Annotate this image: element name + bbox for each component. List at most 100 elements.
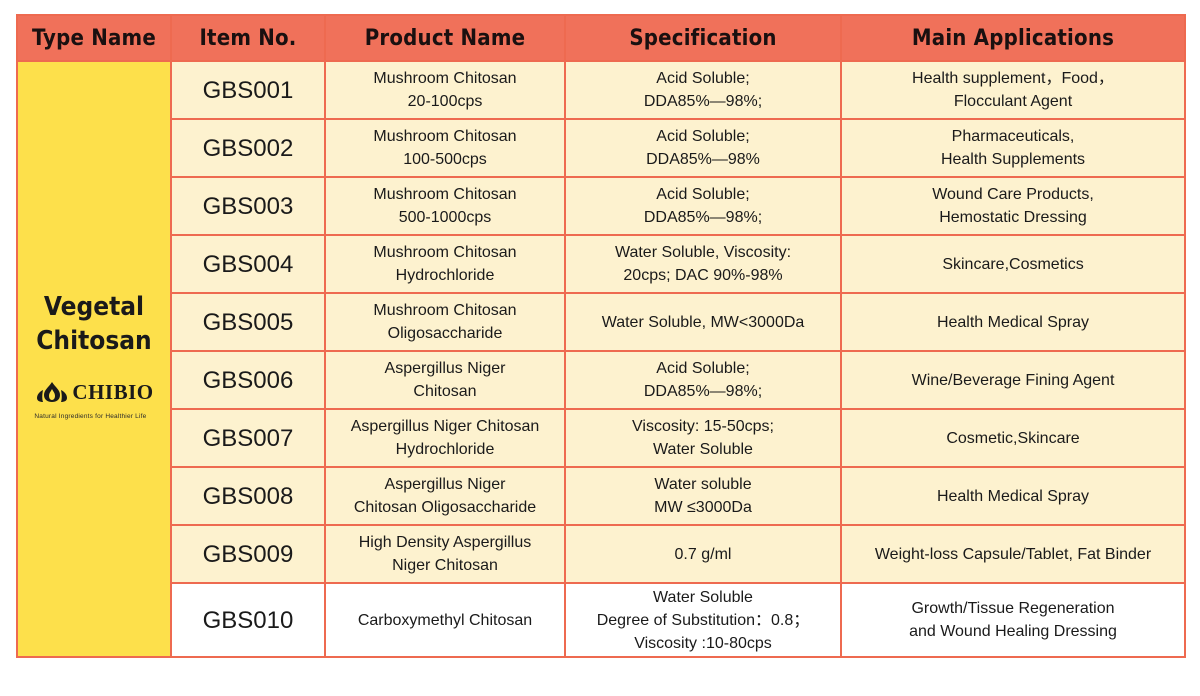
cell-line: Health supplement，Food， — [912, 70, 1114, 87]
cell-line: Mushroom Chitosan — [373, 302, 517, 319]
product-table: Type Name Item No. Product Name Specific… — [16, 14, 1186, 658]
cell-line: Growth/Tissue Regeneration — [911, 600, 1115, 617]
cell-line: Flocculant Agent — [953, 93, 1073, 110]
cell-line: Aspergillus Niger Chitosan — [350, 418, 540, 435]
item-no-cell: GBS002 — [170, 118, 326, 178]
type-name-cell: Vegetal Chitosan CHIBIO Natural Ingredie… — [16, 60, 172, 658]
cell-line: Viscosity :10-80cps — [634, 634, 772, 652]
table-row: Vegetal Chitosan CHIBIO Natural Ingredie… — [16, 60, 1186, 658]
cell-line: Water Soluble — [653, 588, 753, 606]
cell-line: Chitosan — [413, 383, 477, 400]
main-applications-cell: Health Medical Spray — [840, 466, 1186, 526]
cell-line: 20cps; DAC 90%-98% — [623, 267, 783, 284]
item-no-cell: GBS005 — [170, 292, 326, 352]
product-name-cell: Mushroom Chitosan Hydrochloride — [324, 234, 566, 294]
header-product-name: Product Name — [324, 14, 566, 62]
cell-line: Hydrochloride — [395, 441, 495, 458]
cell-line: Pharmaceuticals, — [951, 128, 1075, 145]
cell-line: Degree of Substitution：0.8； — [596, 611, 810, 629]
main-applications-cell: Growth/Tissue Regeneration and Wound Heal… — [840, 582, 1186, 658]
cell-line: Health Supplements — [940, 151, 1086, 168]
cell-line: Mushroom Chitosan — [373, 70, 517, 87]
specification-cell: Viscosity: 15-50cps; Water Soluble — [564, 408, 842, 468]
product-name-cell: Mushroom Chitosan 20-100cps — [324, 60, 566, 120]
cell-line: Hemostatic Dressing — [939, 209, 1087, 226]
specification-cell: Water Soluble, Viscosity: 20cps; DAC 90%-… — [564, 234, 842, 294]
cell-line: Cosmetic,Skincare — [946, 429, 1080, 447]
logo-tagline: Natural Ingredients for Healthier Life — [34, 413, 147, 420]
cell-line: Hydrochloride — [395, 267, 495, 284]
cell-line: 500-1000cps — [398, 209, 492, 226]
product-name-cell: Aspergillus Niger Chitosan Hydrochloride — [324, 408, 566, 468]
cell-line: High Density Aspergillus — [358, 534, 532, 551]
table-row: GBS009 High Density Aspergillus Niger Chit… — [17, 524, 1186, 584]
cell-line: Mushroom Chitosan — [373, 244, 517, 261]
table-row: GBS007 Aspergillus Niger Chitosan Hydrochl… — [17, 408, 1186, 468]
table-row: GBS010 Carboxymethyl Chitosan Water Solubl… — [17, 582, 1186, 658]
cell-line: MW ≤3000Da — [654, 499, 752, 516]
main-applications-cell: Health supplement，Food， Flocculant Agent — [840, 60, 1186, 120]
cell-line: Wine/Beverage Fining Agent — [911, 371, 1115, 389]
cell-line: Niger Chitosan — [392, 557, 498, 574]
cell-line: Wound Care Products, — [932, 186, 1094, 203]
item-no-cell: GBS009 — [170, 524, 326, 584]
header-main-applications: Main Applications — [840, 14, 1186, 62]
specification-cell: Acid Soluble; DDA85%—98%; — [564, 350, 842, 410]
specification-cell: Water Soluble Degree of Substitution：0.8；… — [564, 582, 842, 658]
main-applications-cell: Skincare,Cosmetics — [840, 234, 1186, 294]
cell-line: Acid Soluble; — [656, 186, 750, 203]
specification-cell: Water Soluble, MW<3000Da — [564, 292, 842, 352]
cell-line: DDA85%—98%; — [643, 383, 763, 400]
cell-line: Mushroom Chitosan — [373, 186, 517, 203]
item-no-cell: GBS004 — [170, 234, 326, 294]
cell-line: Water Soluble, Viscosity: — [614, 244, 792, 261]
item-no-cell: GBS008 — [170, 466, 326, 526]
type-name-line: Chitosan — [36, 326, 152, 356]
main-applications-cell: Health Medical Spray — [840, 292, 1186, 352]
item-no-cell: GBS001 — [170, 60, 326, 120]
table-header: Type Name Item No. Product Name Specific… — [16, 14, 1186, 62]
specification-cell: 0.7 g/ml — [564, 524, 842, 584]
cell-line: Viscosity: 15-50cps; — [632, 418, 774, 435]
cell-line: Water Soluble, MW<3000Da — [601, 313, 805, 331]
cell-line: Mushroom Chitosan — [373, 128, 517, 145]
cell-line: DDA85%—98%; — [643, 209, 763, 226]
main-applications-cell: Wound Care Products, Hemostatic Dressing — [840, 176, 1186, 236]
cell-line: Water Soluble — [653, 441, 753, 458]
cell-line: Aspergillus Niger — [384, 360, 506, 377]
main-applications-cell: Weight-loss Capsule/Tablet, Fat Binder — [840, 524, 1186, 584]
table-row: GBS006 Aspergillus Niger Chitosan Acid Solu… — [17, 350, 1186, 410]
cell-line: Chitosan Oligosaccharide — [353, 499, 537, 516]
item-no-cell: GBS006 — [170, 350, 326, 410]
product-name-cell: Aspergillus Niger Chitosan — [324, 350, 566, 410]
cell-line: Acid Soluble; — [656, 360, 750, 377]
cell-line: Oligosaccharide — [387, 325, 503, 342]
table-row: GBS008 Aspergillus Niger Chitosan Oligosac… — [17, 466, 1186, 526]
logo-text: CHIBIO — [72, 379, 154, 404]
cell-line: DDA85%—98%; — [643, 93, 763, 110]
product-name-cell: High Density Aspergillus Niger Chitosan — [324, 524, 566, 584]
cell-line: and Wound Healing Dressing — [909, 623, 1117, 640]
product-name-cell: Mushroom Chitosan Oligosaccharide — [324, 292, 566, 352]
specification-cell: Acid Soluble; DDA85%—98%; — [564, 176, 842, 236]
item-no-cell: GBS003 — [170, 176, 326, 236]
item-no-cell: GBS007 — [170, 408, 326, 468]
table-row: GBS002 Mushroom Chitosan 100-500cps Acid So… — [17, 118, 1186, 178]
cell-line: Acid Soluble; — [656, 70, 750, 87]
cell-line: Weight-loss Capsule/Tablet, Fat Binder — [874, 545, 1152, 563]
table-body: Vegetal Chitosan CHIBIO Natural Ingredie… — [16, 60, 1186, 658]
chibio-logo: CHIBIO Natural Ingredients for Healthier… — [34, 380, 153, 428]
flame-leaf-icon — [37, 382, 68, 402]
cell-line: Aspergillus Niger — [384, 476, 506, 493]
cell-line: 0.7 g/ml — [674, 545, 732, 563]
item-no-cell: GBS010 — [170, 582, 326, 658]
specification-cell: Acid Soluble; DDA85%—98%; — [564, 60, 842, 120]
header-row: Type Name Item No. Product Name Specific… — [16, 14, 1186, 62]
cell-line: DDA85%—98% — [646, 151, 760, 168]
cell-line: Skincare,Cosmetics — [942, 255, 1084, 273]
cell-line: 100-500cps — [403, 151, 487, 168]
cell-line: Carboxymethyl Chitosan — [357, 611, 533, 629]
product-name-cell: Aspergillus Niger Chitosan Oligosaccharid… — [324, 466, 566, 526]
specification-cell: Water soluble MW ≤3000Da — [564, 466, 842, 526]
cell-line: Water soluble — [654, 476, 752, 493]
